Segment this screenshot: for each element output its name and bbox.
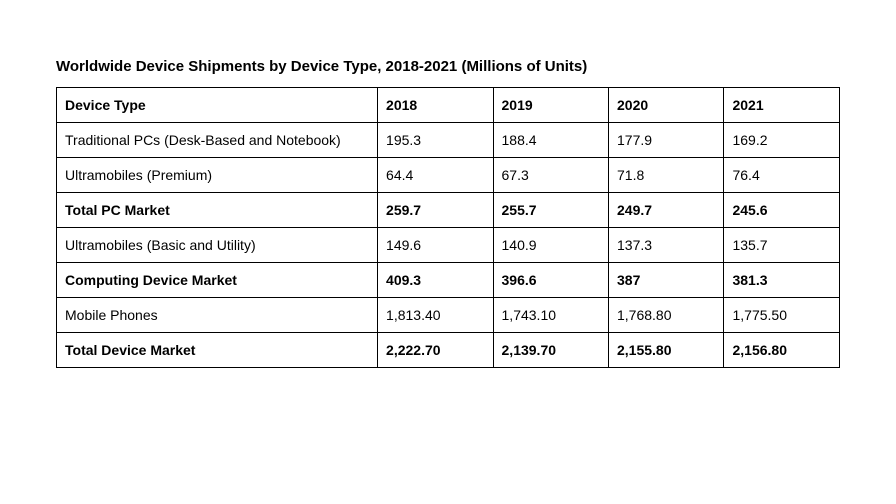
table-cell: 255.7 [493,193,608,228]
table-cell: Traditional PCs (Desk-Based and Notebook… [57,123,378,158]
table-row: Total PC Market259.7255.7249.7245.6 [57,193,840,228]
table-cell: 409.3 [378,263,493,298]
table-cell: 381.3 [724,263,840,298]
table-cell: 188.4 [493,123,608,158]
table-cell: 1,768.80 [609,298,724,333]
page-title: Worldwide Device Shipments by Device Typ… [56,58,840,75]
table-cell: 2,222.70 [378,333,493,368]
table-cell: 149.6 [378,228,493,263]
table-cell: 64.4 [378,158,493,193]
table-cell: Computing Device Market [57,263,378,298]
header-2021: 2021 [724,88,840,123]
table-cell: Total Device Market [57,333,378,368]
table-cell: 259.7 [378,193,493,228]
table-body: Traditional PCs (Desk-Based and Notebook… [57,123,840,368]
table-cell: 76.4 [724,158,840,193]
table-cell: 245.6 [724,193,840,228]
table-cell: 135.7 [724,228,840,263]
header-device-type: Device Type [57,88,378,123]
header-2019: 2019 [493,88,608,123]
table-cell: 195.3 [378,123,493,158]
table-row: Mobile Phones1,813.401,743.101,768.801,7… [57,298,840,333]
table-cell: 177.9 [609,123,724,158]
table-cell: 1,743.10 [493,298,608,333]
table-cell: 140.9 [493,228,608,263]
table-cell: Ultramobiles (Basic and Utility) [57,228,378,263]
table-cell: 249.7 [609,193,724,228]
header-2018: 2018 [378,88,493,123]
table-cell: 2,139.70 [493,333,608,368]
table-cell: 67.3 [493,158,608,193]
table-row: Computing Device Market409.3396.6387381.… [57,263,840,298]
table-row: Traditional PCs (Desk-Based and Notebook… [57,123,840,158]
table-row: Total Device Market2,222.702,139.702,155… [57,333,840,368]
table-cell: 2,155.80 [609,333,724,368]
table-cell: 1,775.50 [724,298,840,333]
table-header-row: Device Type 2018 2019 2020 2021 [57,88,840,123]
header-2020: 2020 [609,88,724,123]
table-cell: Mobile Phones [57,298,378,333]
table-row: Ultramobiles (Basic and Utility)149.6140… [57,228,840,263]
table-cell: 169.2 [724,123,840,158]
table-cell: Ultramobiles (Premium) [57,158,378,193]
table-cell: 2,156.80 [724,333,840,368]
table-cell: 396.6 [493,263,608,298]
shipments-table: Device Type 2018 2019 2020 2021 Traditio… [56,87,840,368]
table-cell: 137.3 [609,228,724,263]
table-cell: 1,813.40 [378,298,493,333]
table-cell: Total PC Market [57,193,378,228]
table-row: Ultramobiles (Premium)64.467.371.876.4 [57,158,840,193]
table-cell: 387 [609,263,724,298]
table-cell: 71.8 [609,158,724,193]
